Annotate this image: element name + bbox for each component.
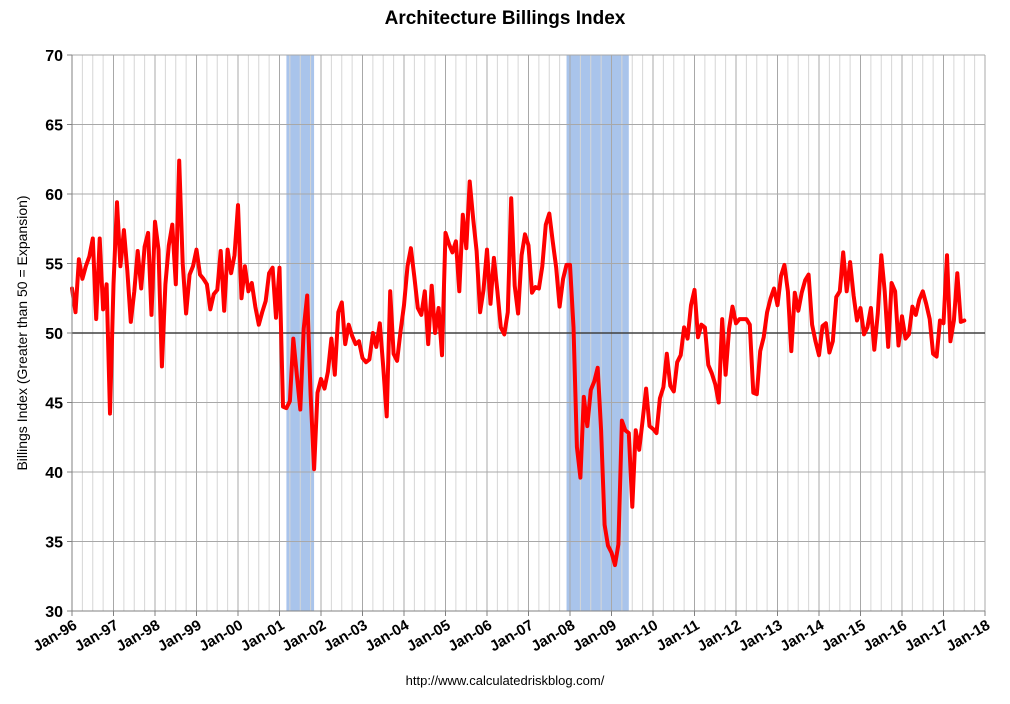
x-tick-label: Jan-11 <box>654 617 703 655</box>
x-tick-label: Jan-08 <box>528 617 578 655</box>
x-tick-label: Jan-14 <box>777 616 827 655</box>
chart-title: Architecture Billings Index <box>384 8 626 29</box>
y-tick-label: 70 <box>45 48 63 65</box>
x-tick-label: Jan-18 <box>943 617 993 655</box>
x-tick-label: Jan-97 <box>72 617 122 655</box>
series-layer <box>70 158 967 568</box>
x-tick-label: Jan-05 <box>404 617 454 655</box>
x-tick-labels: Jan-96Jan-97Jan-98Jan-99Jan-00Jan-01Jan-… <box>30 616 993 655</box>
series-line <box>70 158 967 568</box>
x-tick-label: Jan-10 <box>611 617 661 655</box>
x-tick-label: Jan-00 <box>196 617 246 655</box>
x-tick-label: Jan-01 <box>238 617 288 655</box>
y-tick-label: 45 <box>45 396 63 413</box>
y-tick-label: 30 <box>45 604 63 621</box>
x-tick-label: Jan-07 <box>487 617 537 655</box>
y-axis-label: Billings Index (Greater than 50 = Expans… <box>14 195 30 470</box>
x-tick-label: Jan-02 <box>279 617 329 655</box>
x-tick-label: Jan-09 <box>570 617 620 655</box>
source-url: http://www.calculatedriskblog.com/ <box>405 673 605 688</box>
x-tick-label: Jan-12 <box>694 617 744 655</box>
x-tick-label: Jan-03 <box>321 617 371 655</box>
x-tick-label: Jan-13 <box>736 617 786 655</box>
x-tick-label: Jan-17 <box>902 617 952 655</box>
y-tick-label: 55 <box>45 257 63 274</box>
y-tick-label: 40 <box>45 465 63 482</box>
x-tick-label: Jan-96 <box>30 617 80 655</box>
x-tick-label: Jan-15 <box>819 617 869 655</box>
x-tick-label: Jan-04 <box>362 616 412 655</box>
x-tick-label: Jan-06 <box>445 617 495 655</box>
x-tick-label: Jan-98 <box>113 617 163 655</box>
gridlines <box>71 54 986 612</box>
y-tick-label: 65 <box>45 118 63 135</box>
x-tick-label: Jan-16 <box>860 617 910 655</box>
y-tick-labels: 30 35 40 45 50 55 60 65 70 <box>45 48 63 621</box>
y-tick-label: 35 <box>45 535 63 552</box>
x-tick-label: Jan-99 <box>155 617 205 655</box>
y-tick-label: 60 <box>45 187 63 204</box>
axes <box>67 54 986 616</box>
y-tick-label: 50 <box>45 326 63 343</box>
